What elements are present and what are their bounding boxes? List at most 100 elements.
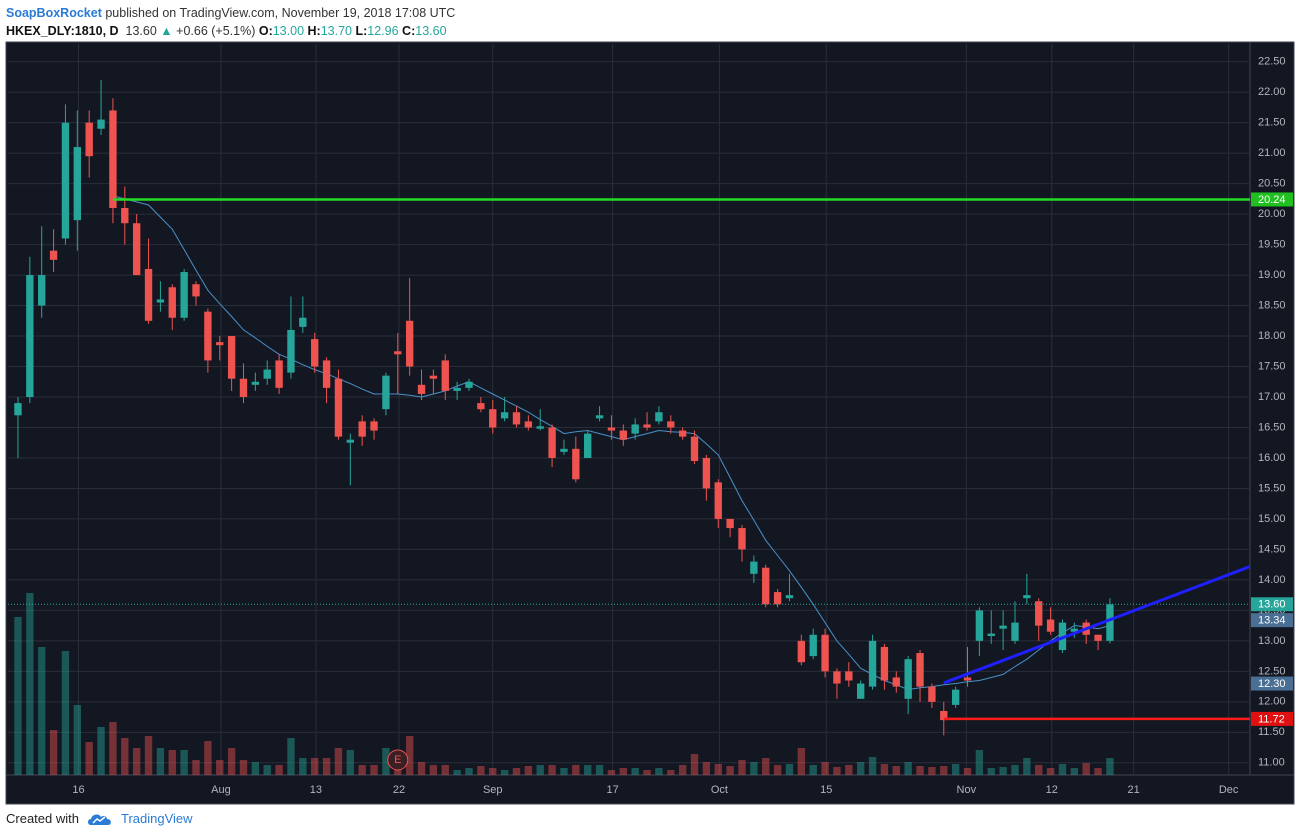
volume-bar	[38, 647, 46, 775]
candle-body	[216, 342, 224, 346]
volume-bar	[951, 764, 960, 775]
volume-bar	[678, 765, 687, 775]
candle-body	[477, 403, 485, 410]
volume-bar	[1094, 768, 1102, 775]
candle-body	[1023, 595, 1031, 599]
volume-bar	[465, 768, 473, 775]
low-value: 12.96	[367, 24, 399, 38]
candle-body	[168, 287, 176, 318]
y-tick-label: 21.50	[1258, 117, 1286, 129]
volume-bar	[667, 770, 675, 775]
candle-body	[26, 275, 34, 398]
candle-body	[750, 561, 758, 574]
volume-bar	[928, 767, 936, 775]
x-tick-label: 17	[606, 784, 618, 796]
volume-bar	[797, 748, 806, 775]
volume-bar	[275, 765, 283, 775]
brand[interactable]: TradingView	[120, 811, 193, 826]
volume-bar	[311, 758, 319, 775]
volume-bar	[216, 760, 224, 775]
candle-body	[144, 268, 153, 321]
x-tick-label: Sep	[483, 784, 503, 796]
candle-body	[14, 403, 22, 416]
candle-body	[536, 426, 544, 429]
candle-body	[49, 250, 58, 260]
published: published on TradingView.com, November 1…	[105, 6, 456, 20]
candle-body	[785, 595, 794, 599]
volume-bar	[97, 727, 105, 775]
candle-body	[548, 427, 556, 458]
volume-bar	[322, 758, 331, 775]
volume-bar	[548, 765, 556, 775]
candle-body	[1106, 604, 1114, 641]
volume-bar	[1035, 765, 1043, 775]
volume-bar	[631, 768, 639, 775]
volume-bar	[168, 750, 176, 775]
chart-background	[5, 41, 1295, 805]
volume-bar	[857, 762, 865, 775]
volume-bar	[1070, 768, 1079, 775]
candle-body	[940, 710, 948, 721]
volume-bar	[417, 762, 426, 775]
candle-body	[999, 625, 1007, 629]
candle-body	[975, 610, 984, 641]
y-tick-label: 22.50	[1258, 56, 1286, 68]
price-label: 20.24	[1258, 194, 1286, 206]
volume-bar	[904, 762, 912, 775]
x-tick-label: Oct	[711, 784, 728, 796]
open-value: 13.00	[272, 24, 305, 38]
volume-bar	[524, 766, 533, 775]
candle-body	[619, 430, 627, 440]
candle-body	[38, 275, 46, 306]
volume-bar	[572, 765, 580, 775]
x-tick-label: 22	[393, 784, 405, 796]
x-tick-label: 12	[1046, 784, 1058, 796]
candle-body	[465, 381, 473, 388]
volume-bar	[773, 765, 782, 775]
x-tick-label: 15	[820, 784, 832, 796]
volume-bar	[61, 651, 70, 775]
event-label: E	[394, 754, 401, 766]
candle-body	[1046, 619, 1055, 632]
candle-body	[643, 424, 651, 428]
volume-bar	[726, 766, 734, 775]
volume-bar	[1058, 764, 1067, 775]
volume-bar	[999, 767, 1007, 775]
candle-body	[702, 457, 711, 489]
volume-bar	[892, 766, 900, 775]
candle-body	[73, 147, 81, 221]
volume-bar	[429, 765, 438, 775]
x-tick-label: 21	[1128, 784, 1140, 796]
candle-body	[595, 415, 604, 419]
candle-body	[928, 686, 936, 702]
volume-bar	[690, 754, 699, 775]
volume-bar	[987, 768, 995, 775]
candle-body	[180, 272, 188, 318]
y-tick-label: 16.00	[1258, 452, 1286, 464]
x-tick-label: 16	[72, 784, 84, 796]
volume-bar	[607, 770, 616, 775]
volume-bar	[560, 768, 568, 775]
volume-bar	[809, 765, 817, 775]
y-tick-label: 16.50	[1258, 421, 1286, 433]
volume-bar	[821, 762, 829, 775]
volume-bar	[714, 764, 722, 775]
volume-bar	[619, 768, 627, 775]
publish-line: SoapBoxRocket published on TradingView.c…	[6, 4, 455, 22]
volume-bar	[477, 766, 485, 775]
candle-body	[762, 567, 770, 605]
candle-body	[227, 336, 236, 379]
y-tick-label: 11.50	[1258, 726, 1285, 738]
author[interactable]: SoapBoxRocket	[6, 6, 102, 20]
c-label: C:	[402, 24, 416, 38]
candle-body	[868, 640, 877, 687]
volume-bar	[132, 748, 141, 775]
candle-body	[1035, 601, 1043, 626]
candle-body	[275, 360, 283, 388]
candle-body	[797, 640, 806, 663]
candle-body	[916, 653, 924, 687]
arrow: ▲	[160, 24, 173, 38]
candle-body	[951, 689, 960, 705]
x-tick-label: Dec	[1219, 784, 1239, 796]
candle-body	[512, 412, 521, 425]
